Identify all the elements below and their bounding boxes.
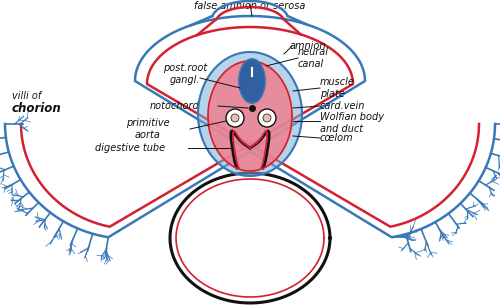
Text: chorion: chorion [12, 102, 62, 114]
Circle shape [258, 109, 276, 127]
Polygon shape [208, 61, 292, 171]
Text: muscle
plate: muscle plate [320, 77, 355, 99]
Polygon shape [198, 52, 302, 176]
Text: cœlom: cœlom [320, 133, 354, 143]
Text: Wolfian body
and duct: Wolfian body and duct [320, 112, 384, 134]
Text: card.vein: card.vein [320, 101, 366, 111]
Polygon shape [239, 59, 265, 103]
Circle shape [263, 114, 271, 122]
Polygon shape [170, 173, 330, 303]
Text: amnion: amnion [290, 41, 327, 51]
Text: post.root
gangl.: post.root gangl. [163, 63, 207, 85]
Text: digestive tube: digestive tube [95, 143, 165, 153]
Text: yolk-sac.: yolk-sac. [228, 236, 272, 246]
Text: villi of: villi of [12, 91, 41, 101]
Text: false amnion or serosa: false amnion or serosa [194, 1, 306, 11]
Text: primitive
aorta: primitive aorta [126, 118, 170, 140]
Circle shape [231, 114, 239, 122]
Text: notochord: notochord [150, 101, 200, 111]
Circle shape [226, 109, 244, 127]
Text: neural
canal: neural canal [298, 47, 329, 69]
